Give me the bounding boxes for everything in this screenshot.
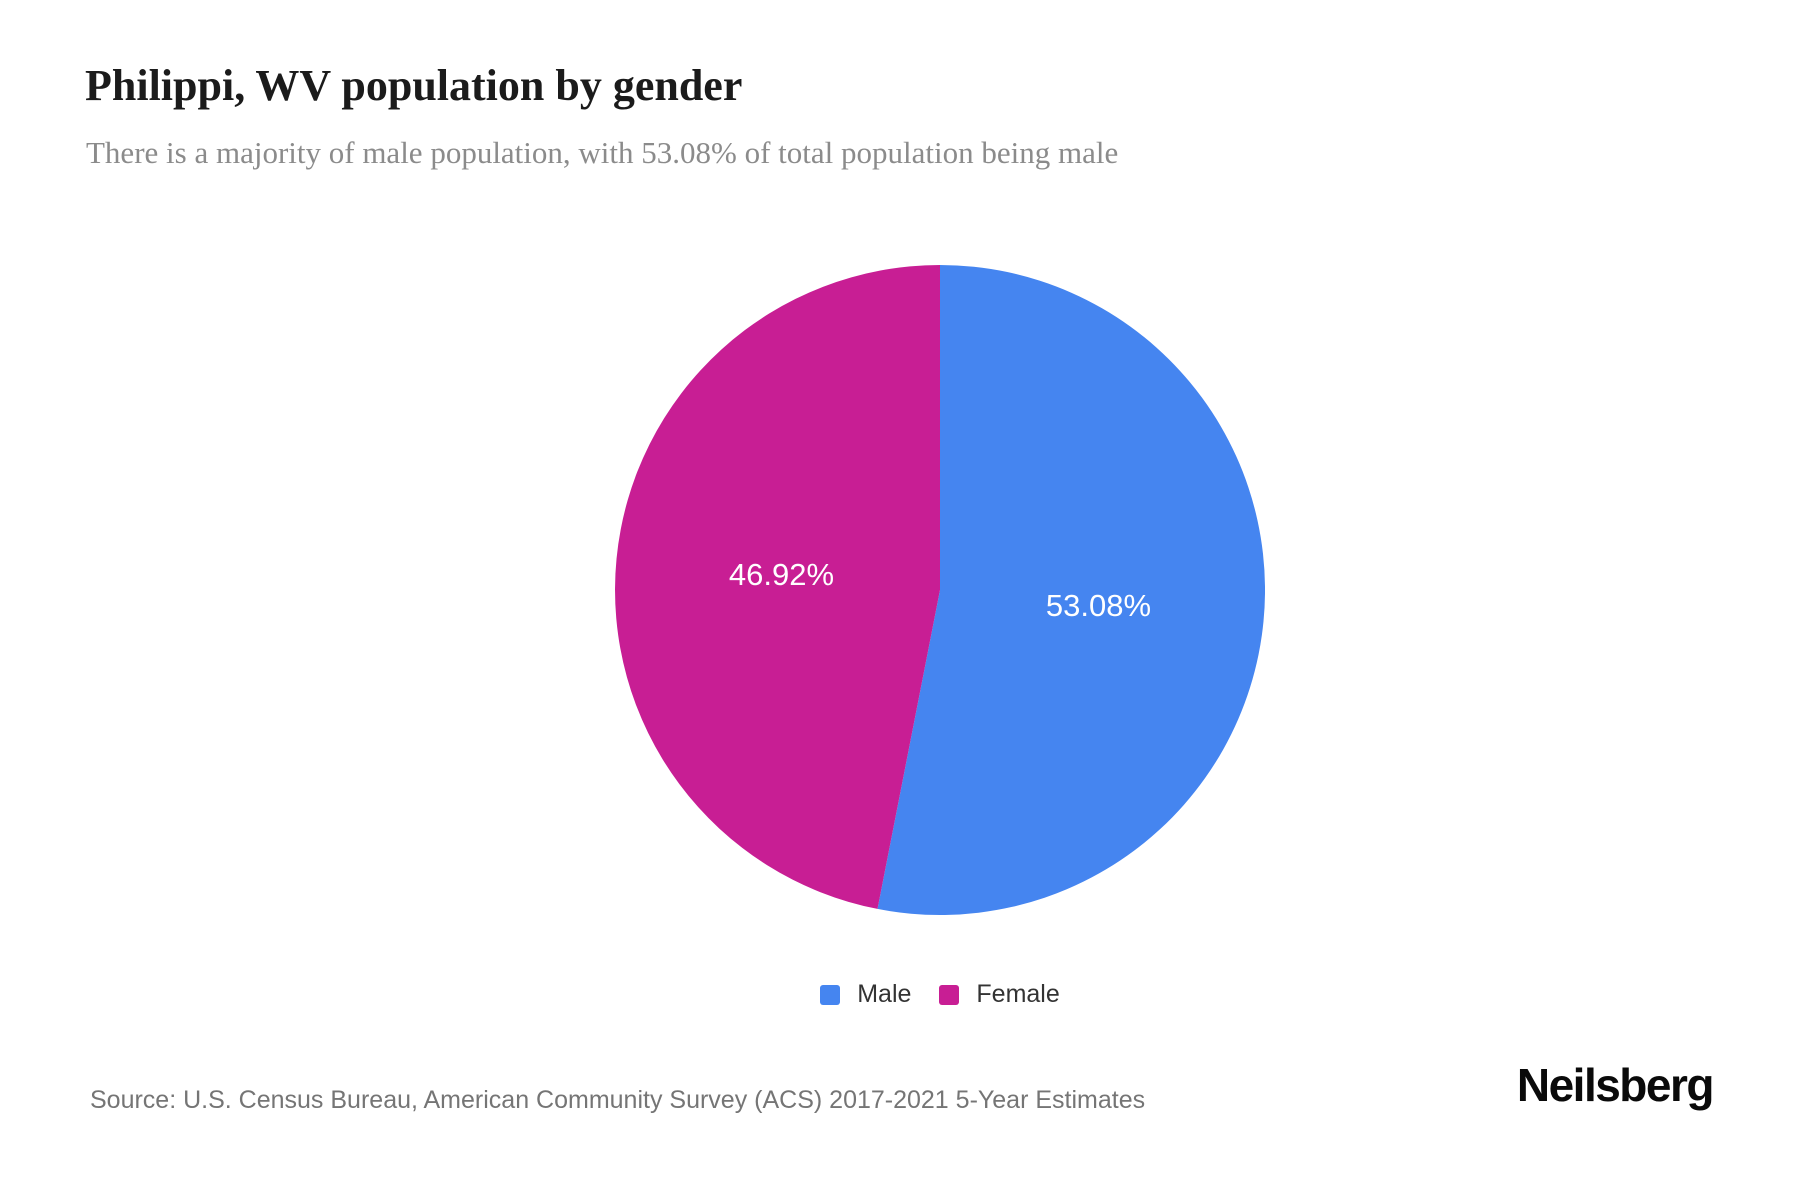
pie-chart-area: 53.08% 46.92% [615,265,1265,915]
chart-title: Philippi, WV population by gender [85,61,743,110]
slice-label-male: 53.08% [1046,588,1151,623]
legend-item-female[interactable]: Female [939,980,1060,1008]
male-legend-swatch-icon [820,984,841,1005]
neilsberg-logo: Neilsberg [1516,1059,1715,1111]
pie-slice-male[interactable] [877,265,1266,915]
pie-slice-female[interactable] [615,265,940,909]
pie-chart: 53.08% 46.92% [615,265,1265,915]
female-legend-label: Female [976,980,1060,1008]
slice-label-female: 46.92% [729,557,834,592]
legend: Male Female [615,982,1265,1007]
chart-subtitle: There is a majority of male population, … [86,135,1119,170]
female-legend-swatch-icon [939,984,960,1005]
source-attribution: Source: U.S. Census Bureau, American Com… [90,1086,1146,1114]
legend-item-male[interactable]: Male [820,982,911,1007]
male-legend-label: Male [857,980,912,1008]
